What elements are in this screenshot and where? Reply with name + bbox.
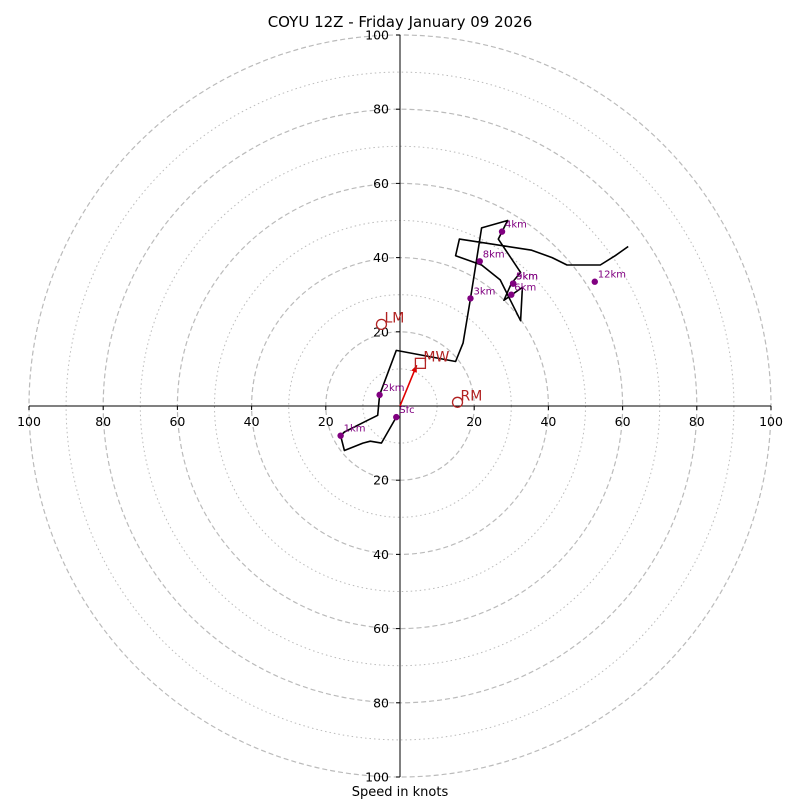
- height-marker-2km: [376, 391, 383, 399]
- height-marker-4km: [498, 228, 506, 235]
- height-label-Sfc: Sfc: [399, 405, 414, 416]
- height-marker-8km: [476, 258, 483, 265]
- x-axis-label: Speed in knots: [352, 785, 449, 800]
- chart-title: COYU 12Z - Friday January 09 2026: [268, 13, 533, 31]
- x-tick-label: 80: [95, 414, 111, 429]
- y-tick-label: 40: [373, 250, 389, 265]
- storm-motion-markers: LM RM MW: [375, 310, 483, 408]
- y-tick-label: 100: [365, 28, 389, 43]
- motion-label-MW: MW: [423, 349, 449, 365]
- height-marker-6km: [508, 291, 515, 298]
- height-label-3km: 3km: [473, 286, 495, 297]
- y-tick-label: 100: [365, 770, 389, 785]
- x-tick-label: 20: [318, 414, 334, 429]
- y-tick-label: 20: [373, 473, 389, 488]
- height-label-12km: 12km: [598, 270, 626, 281]
- height-label-1km: 1km: [344, 424, 366, 435]
- x-tick-label: 60: [169, 414, 185, 429]
- x-tick-label: 100: [759, 414, 783, 429]
- y-tick-label: 60: [373, 176, 389, 191]
- height-marker-12km: [591, 278, 598, 285]
- tick-labels: 100 80 60 40 20 20 40 60 80 100100806040202040608…: [17, 28, 783, 785]
- height-label-6km: 6km: [514, 283, 536, 294]
- height-label-8km: 8km: [483, 249, 505, 260]
- y-tick-label: 60: [373, 621, 389, 636]
- x-tick-label: 100: [17, 414, 41, 429]
- motion-marker-MW: [414, 357, 427, 369]
- motion-marker-RM: [451, 396, 464, 408]
- y-tick-label: 80: [373, 695, 389, 710]
- x-tick-label: 40: [244, 414, 260, 429]
- x-tick-label: 60: [615, 414, 631, 429]
- y-tick-label: 80: [373, 102, 389, 117]
- height-label-5km: 5km: [516, 272, 538, 283]
- x-tick-label: 40: [540, 414, 556, 429]
- height-marker-3km: [467, 295, 474, 302]
- mean-wind-vector: [399, 364, 418, 407]
- height-marker-1km: [337, 432, 344, 439]
- height-label-9km: 9km: [516, 272, 538, 283]
- height-marker-9km: [509, 280, 517, 287]
- x-tick-label: 80: [689, 414, 705, 429]
- y-tick-label: 40: [373, 547, 389, 562]
- height-label-2km: 2km: [383, 383, 405, 394]
- x-tick-label: 20: [466, 414, 482, 429]
- height-label-4km: 4km: [505, 220, 527, 231]
- height-marker-Sfc: [393, 413, 400, 421]
- motion-marker-LM: [375, 318, 388, 331]
- motion-label-RM: RM: [461, 388, 483, 404]
- motion-label-LM: LM: [384, 310, 404, 326]
